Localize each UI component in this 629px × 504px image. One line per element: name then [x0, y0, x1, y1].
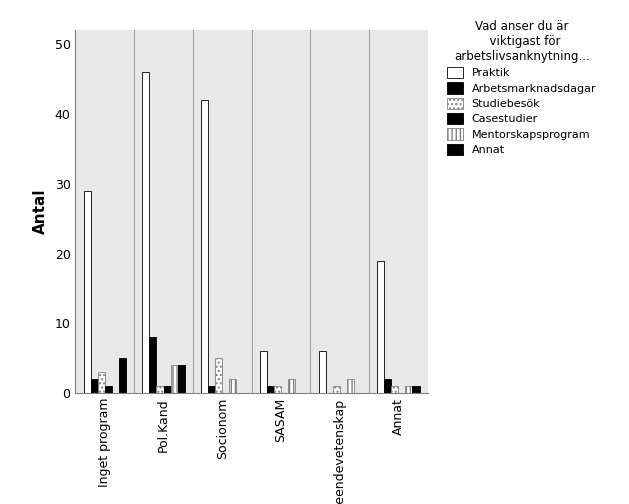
- Bar: [170, 365, 177, 393]
- Bar: [267, 386, 274, 393]
- Bar: [230, 379, 237, 393]
- Y-axis label: Antal: Antal: [33, 189, 48, 234]
- Bar: [119, 358, 126, 393]
- Bar: [288, 379, 295, 393]
- Bar: [208, 386, 215, 393]
- Bar: [105, 386, 112, 393]
- Bar: [164, 386, 170, 393]
- Legend: Praktik, Arbetsmarknadsdagar, Studiebesök, Casestudier, Mentorskapsprogram, Anna: Praktik, Arbetsmarknadsdagar, Studiebesö…: [443, 16, 601, 160]
- Bar: [406, 386, 413, 393]
- Bar: [347, 379, 353, 393]
- Bar: [201, 100, 208, 393]
- Bar: [97, 372, 105, 393]
- Bar: [318, 351, 326, 393]
- Bar: [157, 386, 164, 393]
- Bar: [274, 386, 281, 393]
- Bar: [142, 72, 150, 393]
- Bar: [150, 337, 157, 393]
- Bar: [391, 386, 398, 393]
- Bar: [413, 386, 420, 393]
- Bar: [177, 365, 185, 393]
- Bar: [260, 351, 267, 393]
- Bar: [377, 261, 384, 393]
- Bar: [384, 379, 391, 393]
- Bar: [91, 379, 97, 393]
- Bar: [333, 386, 340, 393]
- Bar: [215, 358, 222, 393]
- Bar: [84, 191, 91, 393]
